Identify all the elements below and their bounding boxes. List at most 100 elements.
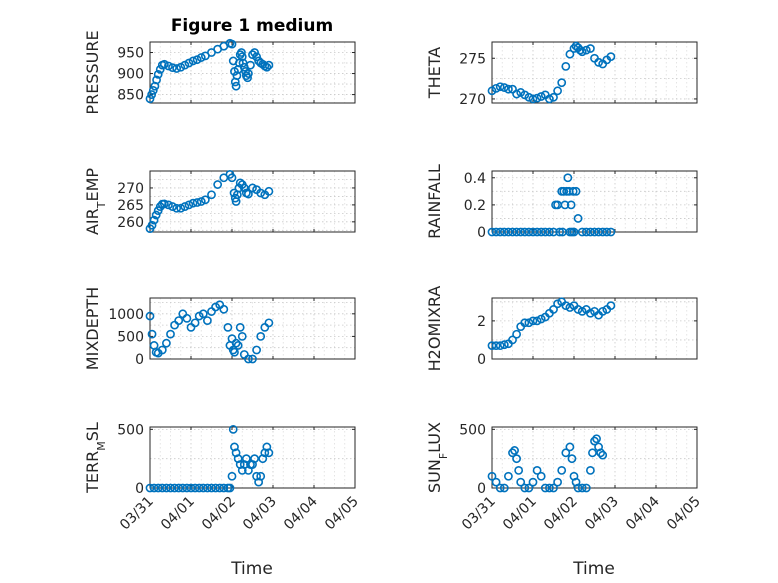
data-point <box>571 186 581 196</box>
data-point <box>161 483 171 493</box>
data-point <box>565 442 575 452</box>
data-point <box>528 477 538 487</box>
y-tick-label: 270 <box>117 181 144 197</box>
data-point <box>248 354 257 364</box>
data-point <box>598 450 608 460</box>
x-tick-label: 04/04 <box>281 493 321 533</box>
data-point <box>549 483 558 493</box>
data-point <box>566 200 576 210</box>
data-point <box>577 483 587 493</box>
data-point <box>182 483 192 493</box>
y-axis-label: TERRMSL <box>83 422 108 494</box>
y-tick-label: 0.4 <box>464 171 486 187</box>
data-point <box>491 341 501 351</box>
x-axis-label-left: Time <box>230 559 273 579</box>
axes-box <box>491 426 698 489</box>
data-point <box>553 477 562 487</box>
data-point <box>536 471 546 481</box>
data-point <box>157 483 167 493</box>
x-tick-label: 04/02 <box>199 494 239 534</box>
y-axis-label: MIXDEPTH <box>83 287 102 370</box>
x-tick-label: 04/01 <box>158 494 198 534</box>
y-axis-label-main: TERR <box>83 451 102 494</box>
y-tick-label: 850 <box>117 88 144 104</box>
data-point <box>520 227 530 237</box>
data-point <box>495 227 505 237</box>
data-point <box>264 186 274 196</box>
data-point <box>145 483 155 493</box>
data-point <box>568 186 578 196</box>
data-point <box>198 483 208 493</box>
data-point <box>540 227 550 237</box>
data-point <box>499 340 509 350</box>
data-point <box>545 483 554 493</box>
data-point <box>174 316 184 325</box>
data-point <box>233 341 243 350</box>
data-point <box>147 90 157 99</box>
data-point <box>557 78 567 88</box>
data-point <box>545 227 554 237</box>
y-axis-label: AIRTEMP <box>83 168 108 235</box>
data-point <box>166 329 175 339</box>
data-point <box>250 48 259 57</box>
y-axis-label-rest: EMP <box>83 168 102 202</box>
subplot-2: 270 275 THETA <box>425 41 698 108</box>
data-point <box>207 483 216 493</box>
data-point <box>147 329 157 339</box>
data-point <box>196 197 206 206</box>
y-tick-label: 0 <box>135 352 144 368</box>
data-point <box>573 305 583 314</box>
y-tick-label: 0.2 <box>464 198 486 214</box>
data-point <box>194 483 204 493</box>
data-point <box>264 60 274 70</box>
y-tick-label: 0 <box>477 481 486 497</box>
data-point <box>241 454 251 464</box>
data-point <box>200 195 210 205</box>
data-point <box>598 227 608 237</box>
data-point <box>190 483 200 493</box>
data-point <box>510 446 519 455</box>
data-point <box>590 227 599 237</box>
subplot-1: 850 900 950 PRESSURE <box>83 30 356 115</box>
data-point <box>577 227 587 237</box>
subplot-7: 0 500 03/31 04/01 04/02 04/03 04/04 04/05 TERRMS… <box>83 422 362 533</box>
data-point <box>230 442 239 452</box>
data-point <box>512 329 521 339</box>
data-point <box>512 227 521 237</box>
data-point <box>520 318 530 328</box>
data-point <box>168 202 177 211</box>
y-axis-label-subscript: T <box>95 201 108 209</box>
data-point <box>520 483 530 493</box>
data-point <box>514 466 524 475</box>
data-point <box>250 454 259 464</box>
data-point <box>202 483 212 493</box>
data-point <box>246 60 255 70</box>
data-point <box>528 316 538 326</box>
y-axis-label-rest: LUX <box>425 422 444 453</box>
data-point <box>219 304 229 314</box>
data-point <box>598 306 608 316</box>
x-tick-label: 04/03 <box>582 494 622 534</box>
data-point <box>164 61 173 71</box>
data-point <box>166 483 175 493</box>
data-point <box>499 227 509 237</box>
x-tick-label: 04/04 <box>623 493 663 533</box>
data-point <box>561 448 571 458</box>
data-point <box>569 227 579 237</box>
data-point <box>264 448 274 458</box>
data-point <box>524 483 534 493</box>
data-point <box>528 227 538 237</box>
data-point <box>491 227 501 237</box>
y-axis-label-main: AIR <box>83 208 102 235</box>
data-point <box>243 73 252 83</box>
data-point <box>487 227 497 237</box>
data-point <box>563 173 573 183</box>
data-point <box>178 483 188 493</box>
data-point <box>528 94 538 104</box>
subplot-6: 0 2 H2OMIXRA <box>425 286 698 371</box>
data-point <box>503 227 513 237</box>
data-point <box>264 318 274 328</box>
data-point <box>590 436 599 446</box>
data-point <box>594 57 603 67</box>
